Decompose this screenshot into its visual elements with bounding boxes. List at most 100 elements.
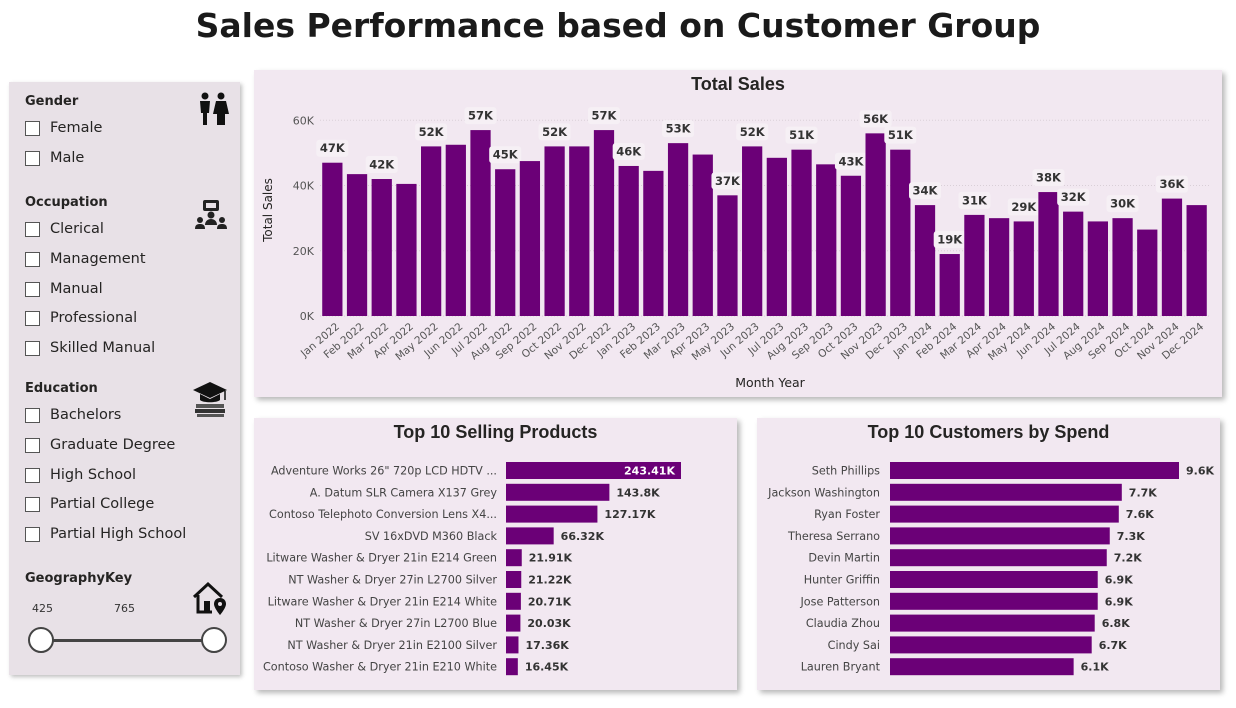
- data-label: 53K: [666, 122, 692, 136]
- occupation-option-professional[interactable]: Professional: [25, 308, 137, 328]
- data-label: 16.45K: [525, 661, 569, 674]
- data-label-background: [1032, 169, 1065, 187]
- range-max-handle[interactable]: [201, 627, 227, 653]
- checkbox[interactable]: [25, 407, 40, 423]
- data-label: 127.17K: [604, 508, 655, 521]
- checkbox[interactable]: [25, 340, 40, 356]
- checkbox[interactable]: [25, 251, 40, 267]
- bar: [890, 483, 1122, 501]
- data-label: 51K: [789, 128, 815, 142]
- occupation-option-skilled-manual[interactable]: Skilled Manual: [25, 338, 155, 358]
- bar: [506, 571, 522, 588]
- education-option-partial-college[interactable]: Partial College: [25, 494, 154, 514]
- education-option-graduate-degree[interactable]: Graduate Degree: [25, 435, 175, 455]
- chart-title: Total Sales: [691, 74, 785, 94]
- category-label: Ryan Foster: [814, 508, 880, 521]
- checkbox[interactable]: [25, 120, 40, 136]
- data-label-background: [933, 231, 966, 249]
- data-label: 52K: [419, 125, 445, 139]
- category-label: NT Washer & Dryer 21in E2100 Silver: [287, 639, 497, 652]
- data-label-background: [1007, 198, 1040, 216]
- people-icon: [200, 92, 229, 125]
- occupation-option-clerical[interactable]: Clerical: [25, 219, 104, 239]
- bar: [506, 483, 610, 501]
- checkbox[interactable]: [25, 437, 40, 453]
- checkbox[interactable]: [25, 526, 40, 542]
- x-axis-label: Month Year: [735, 375, 805, 390]
- bar: [890, 592, 1098, 610]
- checkbox[interactable]: [25, 310, 40, 326]
- bar: [865, 133, 886, 316]
- gender-option-male[interactable]: Male: [25, 148, 84, 168]
- bar: [506, 505, 598, 523]
- data-label: 20.71K: [528, 595, 572, 608]
- data-label: 6.9K: [1105, 574, 1133, 587]
- category-label: Jose Patterson: [799, 595, 880, 608]
- bar: [371, 179, 392, 316]
- data-label: 7.2K: [1114, 552, 1142, 565]
- data-label-background: [464, 107, 497, 125]
- occupation-option-manual[interactable]: Manual: [25, 279, 103, 299]
- bar: [890, 614, 1095, 632]
- data-label: 43K: [838, 154, 864, 168]
- bar: [742, 146, 763, 316]
- top-customers-chart: Seth Phillips 9.6K Jackson Washington 7.7K R…: [767, 462, 1214, 676]
- team-icon: [195, 200, 227, 229]
- occupation-option-management[interactable]: Management: [25, 249, 146, 269]
- y-tick-label: 20K: [293, 245, 315, 258]
- data-label: 51K: [888, 128, 914, 142]
- bar: [506, 658, 518, 676]
- category-label: Hunter Griffin: [804, 574, 880, 587]
- data-label: 143.8K: [616, 486, 660, 499]
- data-label: 31K: [962, 193, 988, 207]
- bar: [692, 154, 713, 316]
- bar: [1112, 218, 1133, 316]
- data-label: 57K: [468, 109, 494, 123]
- checkbox[interactable]: [25, 150, 40, 166]
- bar: [445, 144, 466, 316]
- category-label: Adventure Works 26" 720p LCD HDTV ...: [271, 465, 497, 478]
- education-option-bachelors[interactable]: Bachelors: [25, 405, 121, 425]
- checkbox[interactable]: [25, 496, 40, 512]
- bar: [519, 161, 541, 316]
- data-label: 42K: [369, 158, 395, 172]
- education-option-partial-high-school[interactable]: Partial High School: [25, 524, 186, 544]
- data-label: 36K: [1159, 177, 1185, 191]
- gender-option-female[interactable]: Female: [25, 118, 102, 138]
- data-label-background: [316, 139, 349, 157]
- data-label-background: [834, 152, 867, 170]
- data-label: 9.6K: [1186, 465, 1214, 478]
- data-label-background: [365, 156, 398, 174]
- bar: [322, 162, 343, 316]
- checkbox[interactable]: [25, 467, 40, 483]
- category-label: Theresa Serrano: [787, 530, 880, 543]
- data-label: 47K: [320, 141, 346, 155]
- data-label-background: [538, 123, 571, 141]
- bar: [643, 170, 664, 316]
- category-label: NT Washer & Dryer 27in L2700 Blue: [295, 617, 497, 630]
- page-title: Sales Performance based on Customer Grou…: [195, 6, 1041, 45]
- bar: [1038, 192, 1059, 316]
- bar: [618, 165, 639, 316]
- checkbox[interactable]: [25, 281, 40, 297]
- top-customers-card: Top 10 Customers by Spend Seth Phillips 9…: [757, 418, 1220, 690]
- bar: [1087, 221, 1108, 316]
- data-label: 29K: [1011, 200, 1037, 214]
- bar: [1186, 205, 1207, 316]
- data-label: 57K: [592, 109, 618, 123]
- bar: [890, 462, 1179, 479]
- range-max-value: 765: [114, 602, 135, 615]
- category-label: Contoso Washer & Dryer 21in E210 White: [263, 661, 497, 674]
- checkbox[interactable]: [25, 221, 40, 237]
- bar: [569, 146, 590, 316]
- data-label: 37K: [715, 174, 741, 188]
- data-label: 243.41K: [624, 465, 675, 478]
- bar: [890, 527, 1110, 545]
- range-min-handle[interactable]: [28, 627, 54, 653]
- education-option-high-school[interactable]: High School: [25, 465, 136, 485]
- bar: [890, 658, 1074, 676]
- bar: [1137, 229, 1158, 316]
- range-track[interactable]: [41, 639, 213, 642]
- bar: [506, 614, 521, 632]
- bar: [816, 164, 837, 316]
